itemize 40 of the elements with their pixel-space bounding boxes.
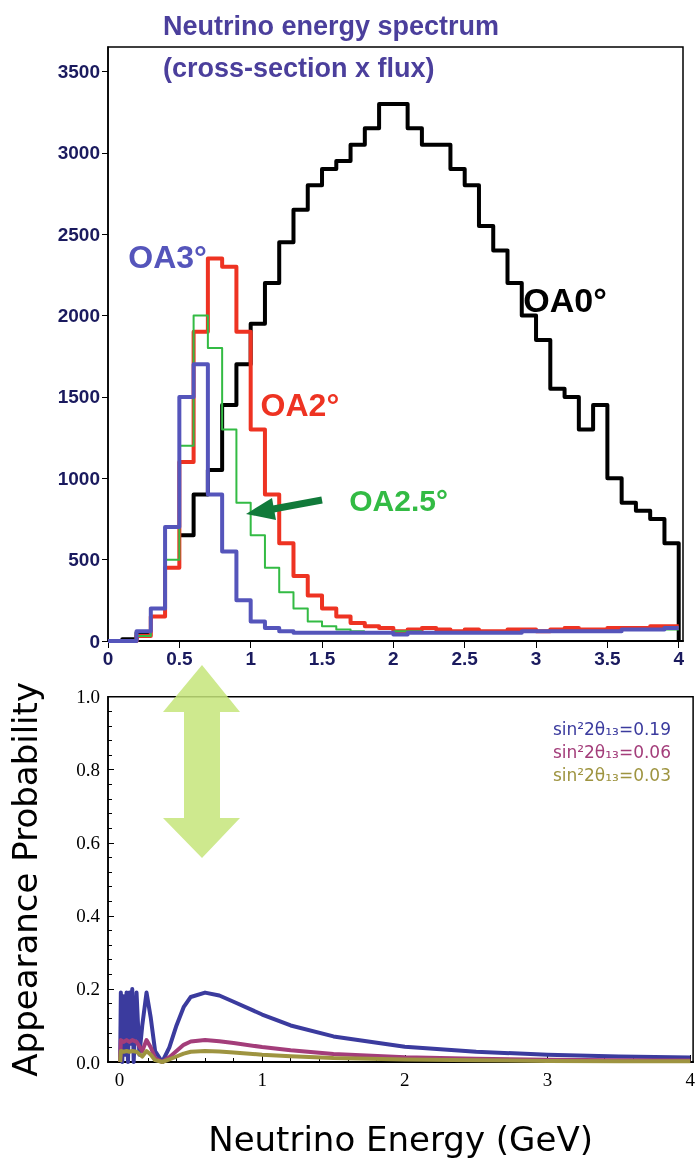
y-tick-label: 500 [68, 549, 100, 571]
x-tick-label: 2 [400, 1069, 410, 1090]
x-tick-label: 2.5 [451, 648, 479, 669]
x-tick-label: 3 [542, 1069, 553, 1090]
y-axis-title: Appearance Probability [5, 682, 45, 1077]
x-tick-label: 1 [257, 1069, 267, 1090]
x-tick-label: 0 [102, 648, 114, 669]
y-tick-label: 0.0 [76, 1051, 100, 1073]
x-tick-label: 1 [245, 648, 257, 669]
x-tick-label: 0 [114, 1069, 125, 1090]
series-label: OA2° [260, 386, 340, 423]
y-tick-label: 0.6 [76, 832, 100, 854]
x-tick-label: 2 [388, 648, 399, 669]
y-tick-label: 0 [89, 630, 100, 652]
y-tick-label: 3000 [57, 142, 100, 164]
x-tick-label: 4 [685, 1069, 696, 1090]
x-tick-label: 1.5 [308, 648, 336, 669]
y-tick-label: 1500 [57, 386, 100, 408]
chart-title: Neutrino energy spectrum (cross-section x flux) [163, 11, 507, 83]
line-series [118, 986, 693, 1064]
text: OA3° [128, 239, 207, 276]
line-series [118, 1049, 693, 1064]
text: sin²2θ₁₃=0.03 [552, 764, 672, 785]
x-axis-title: Neutrino Energy (GeV) [208, 1119, 593, 1159]
x-tick-label: 4 [673, 648, 685, 669]
y-tick-label: 2000 [57, 305, 100, 327]
y-tick-label: 0.2 [76, 978, 100, 1000]
y-tick-label: 2500 [57, 223, 100, 245]
y-tick-label: 1.0 [76, 686, 100, 708]
text: sin²2θ₁₃=0.06 [552, 741, 672, 762]
x-tick-label: 3 [530, 648, 542, 669]
x-tick-label: 0.5 [166, 648, 193, 669]
text: sin²2θ₁₃=0.19 [552, 718, 672, 739]
y-tick-label: 3500 [57, 60, 100, 82]
y-tick-label: 0.8 [76, 759, 100, 781]
y-tick-label: 1000 [57, 467, 100, 489]
x-tick-label: 3.5 [594, 648, 622, 669]
series-label: OA0° [523, 280, 607, 319]
text: OA2.5° [349, 484, 448, 518]
y-tick-label: 0.4 [76, 905, 101, 927]
